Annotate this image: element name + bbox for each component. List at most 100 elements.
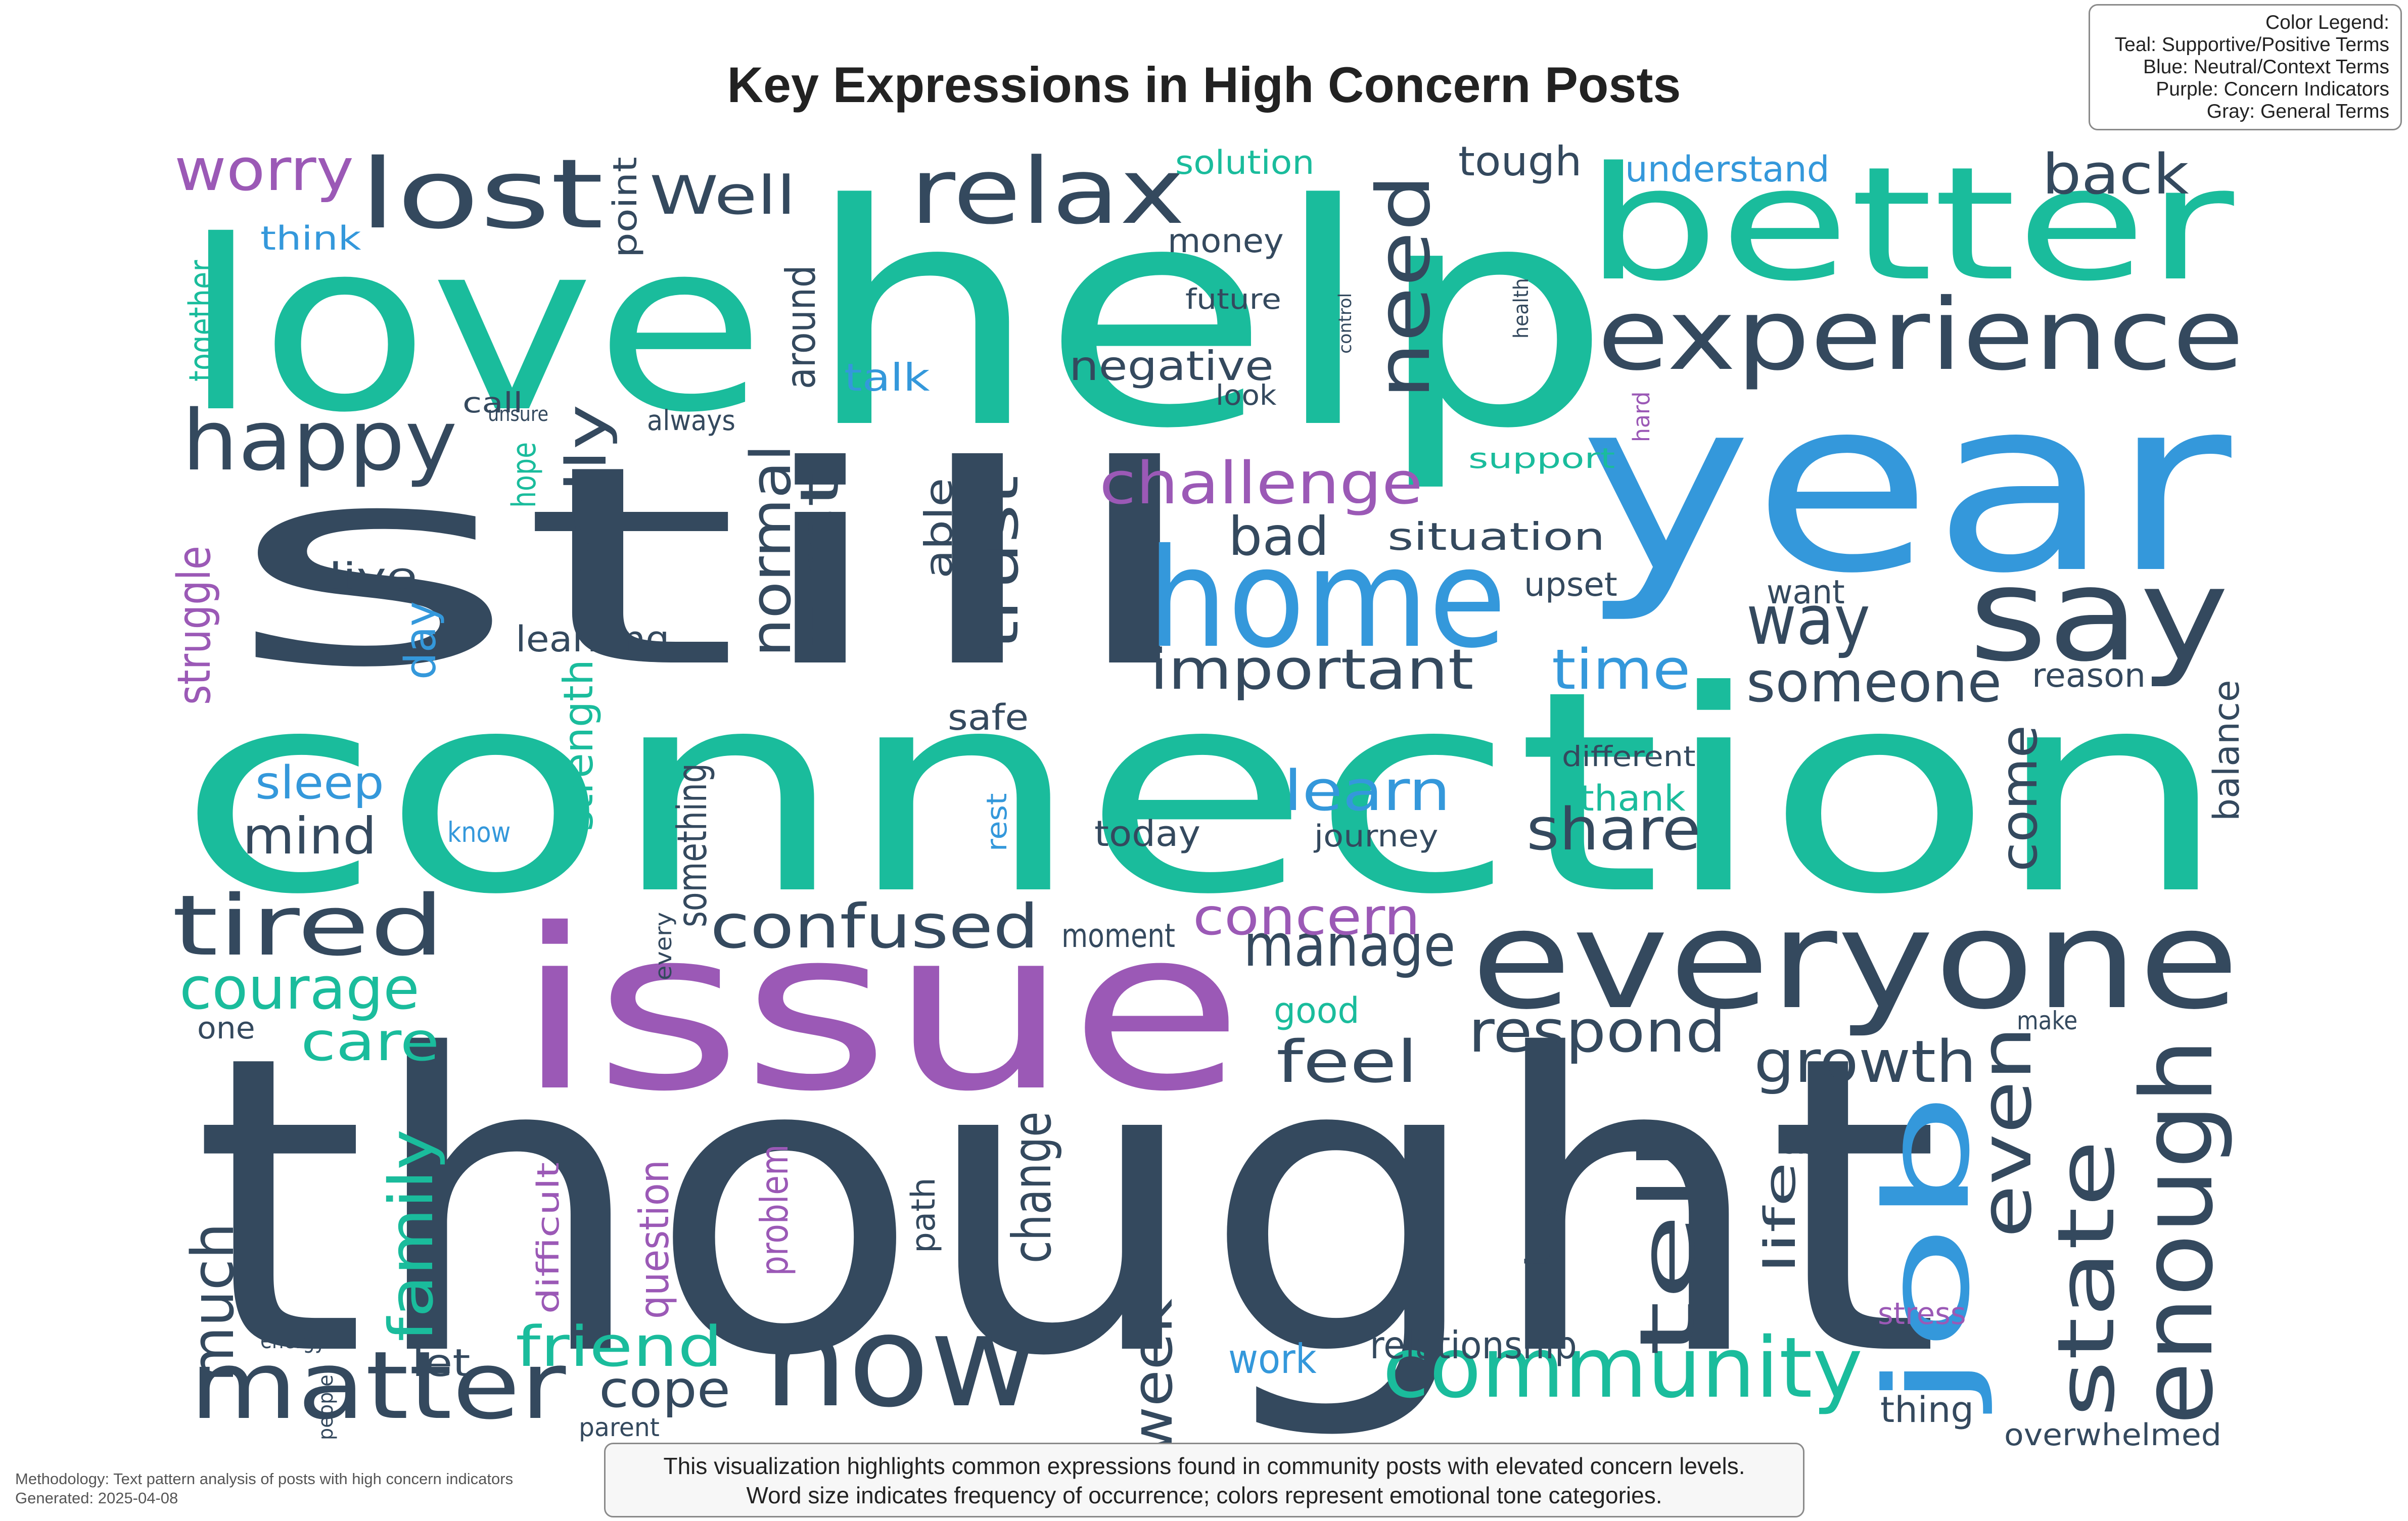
word-connection: connection: [177, 631, 2230, 955]
word-sleep: sleep: [255, 756, 384, 810]
word-community: community: [1382, 1319, 1863, 1416]
word-enough: enough: [2120, 1038, 2235, 1425]
word-point: point: [607, 157, 644, 258]
word-say: say: [1969, 540, 2230, 690]
word-life: life: [1755, 1162, 1805, 1273]
word-tough: tough: [1458, 138, 1582, 185]
word-hope: hope: [505, 442, 543, 508]
word-now: now: [763, 1288, 1039, 1435]
caption-line-1: This visualization highlights common exp…: [663, 1453, 1745, 1479]
word-need: need: [1361, 174, 1447, 399]
word-want: want: [1767, 574, 1845, 611]
word-call: call: [462, 387, 523, 419]
word-energy: energy: [260, 1327, 326, 1354]
word-important: important: [1150, 637, 1474, 702]
word-make: make: [2017, 1006, 2078, 1035]
word-growth: growth: [1754, 1028, 1977, 1096]
word-safe: safe: [948, 697, 1029, 738]
word-every: every: [650, 912, 677, 980]
word-unsure: unsure: [488, 403, 549, 426]
word-problem: problem: [752, 1144, 797, 1276]
word-moment: moment: [1061, 917, 1176, 955]
word-state: state: [2041, 1139, 2132, 1417]
word-much: much: [179, 1222, 247, 1382]
word-thank: thank: [1580, 778, 1686, 819]
word-learn: learn: [1284, 758, 1451, 823]
word-money: money: [1168, 222, 1284, 260]
word-share: share: [1526, 796, 1701, 864]
word-solution: solution: [1175, 144, 1315, 182]
word-year: year: [1580, 347, 2232, 626]
word-something: something: [669, 763, 716, 927]
word-live: live: [329, 555, 418, 597]
word-try: try: [1515, 1195, 1562, 1268]
chart-title: Key Expressions in High Concern Posts: [727, 57, 1681, 113]
word-manage: manage: [1243, 912, 1456, 980]
word-well: Well: [650, 165, 796, 226]
word-concern: concern: [1193, 887, 1420, 946]
word-care: care: [301, 1011, 440, 1073]
word-know: know: [447, 816, 511, 848]
word-support: support: [1468, 442, 1615, 474]
word-love: love: [182, 190, 766, 464]
word-happy: happy: [182, 392, 457, 489]
word-matter: matter: [190, 1331, 566, 1440]
word-family: family: [377, 1129, 447, 1342]
word-even: even: [1965, 1026, 2048, 1238]
word-parent: parent: [579, 1413, 660, 1442]
word-week: week: [1120, 1298, 1185, 1455]
word-struggle: struggle: [168, 546, 221, 705]
word-way: way: [1746, 581, 1871, 660]
word-question: question: [631, 1160, 678, 1319]
word-around: around: [777, 265, 824, 389]
word-start: start: [1784, 1135, 1833, 1159]
word-strength: strength: [555, 659, 602, 831]
word-one: one: [197, 1011, 255, 1046]
word-home: home: [1147, 519, 1507, 678]
word-able: able: [916, 478, 961, 579]
word-feel: feel: [1276, 1028, 1418, 1096]
word-let: let: [412, 1341, 471, 1385]
legend-item-purple: Purple: Concern Indicators: [2156, 78, 2389, 100]
word-learning: learning: [516, 619, 670, 660]
word-first: first: [789, 472, 851, 647]
word-health: health: [1510, 278, 1533, 339]
word-friend: friend: [516, 1314, 723, 1379]
word-difficult: difficult: [531, 1162, 566, 1314]
word-path: path: [905, 1177, 943, 1253]
word-reason: reason: [2032, 657, 2146, 695]
word-overwhelmed: overwhelmed: [2004, 1417, 2221, 1453]
word-relationship: relationship: [1370, 1323, 1577, 1367]
legend-item-blue: Blue: Neutral/Context Terms: [2143, 56, 2389, 78]
word-together: together: [181, 260, 223, 382]
word-lost: lost: [359, 138, 604, 250]
word-cope: cope: [599, 1360, 731, 1419]
word-always: always: [647, 404, 735, 437]
word-today: today: [1094, 813, 1201, 854]
word-different: different: [1562, 740, 1696, 773]
footer-notes: Methodology: Text pattern analysis of po…: [15, 1469, 513, 1508]
word-future: future: [1185, 283, 1281, 315]
legend-item-teal: Teal: Supportive/Positive Terms: [2114, 34, 2389, 56]
word-journey: journey: [1314, 819, 1439, 854]
word-issue: issue: [516, 881, 1244, 1140]
word-situation: situation: [1387, 514, 1605, 559]
word-work: work: [1228, 1336, 1317, 1383]
word-understand: understand: [1625, 149, 1830, 190]
methodology-note: Methodology: Text pattern analysis of po…: [15, 1470, 514, 1488]
word-still: still: [225, 407, 1213, 728]
word-day: day: [396, 601, 446, 680]
color-legend: Color Legend: Teal: Supportive/Positive …: [2089, 4, 2402, 130]
word-talk: talk: [844, 355, 930, 400]
legend-heading: Color Legend:: [2265, 12, 2389, 33]
word-everyone: everyone: [1471, 880, 2240, 1039]
word-really: really: [554, 404, 619, 616]
word-respond: respond: [1468, 998, 1726, 1066]
word-balance: balance: [2206, 680, 2247, 821]
word-thought: thought: [192, 969, 1941, 1446]
caption-box: This visualization highlights common exp…: [604, 1443, 1804, 1517]
legend-item-gray: Gray: General Terms: [2206, 101, 2389, 122]
word-confused: confused: [710, 892, 1039, 962]
word-thing: thing: [1880, 1389, 1974, 1431]
